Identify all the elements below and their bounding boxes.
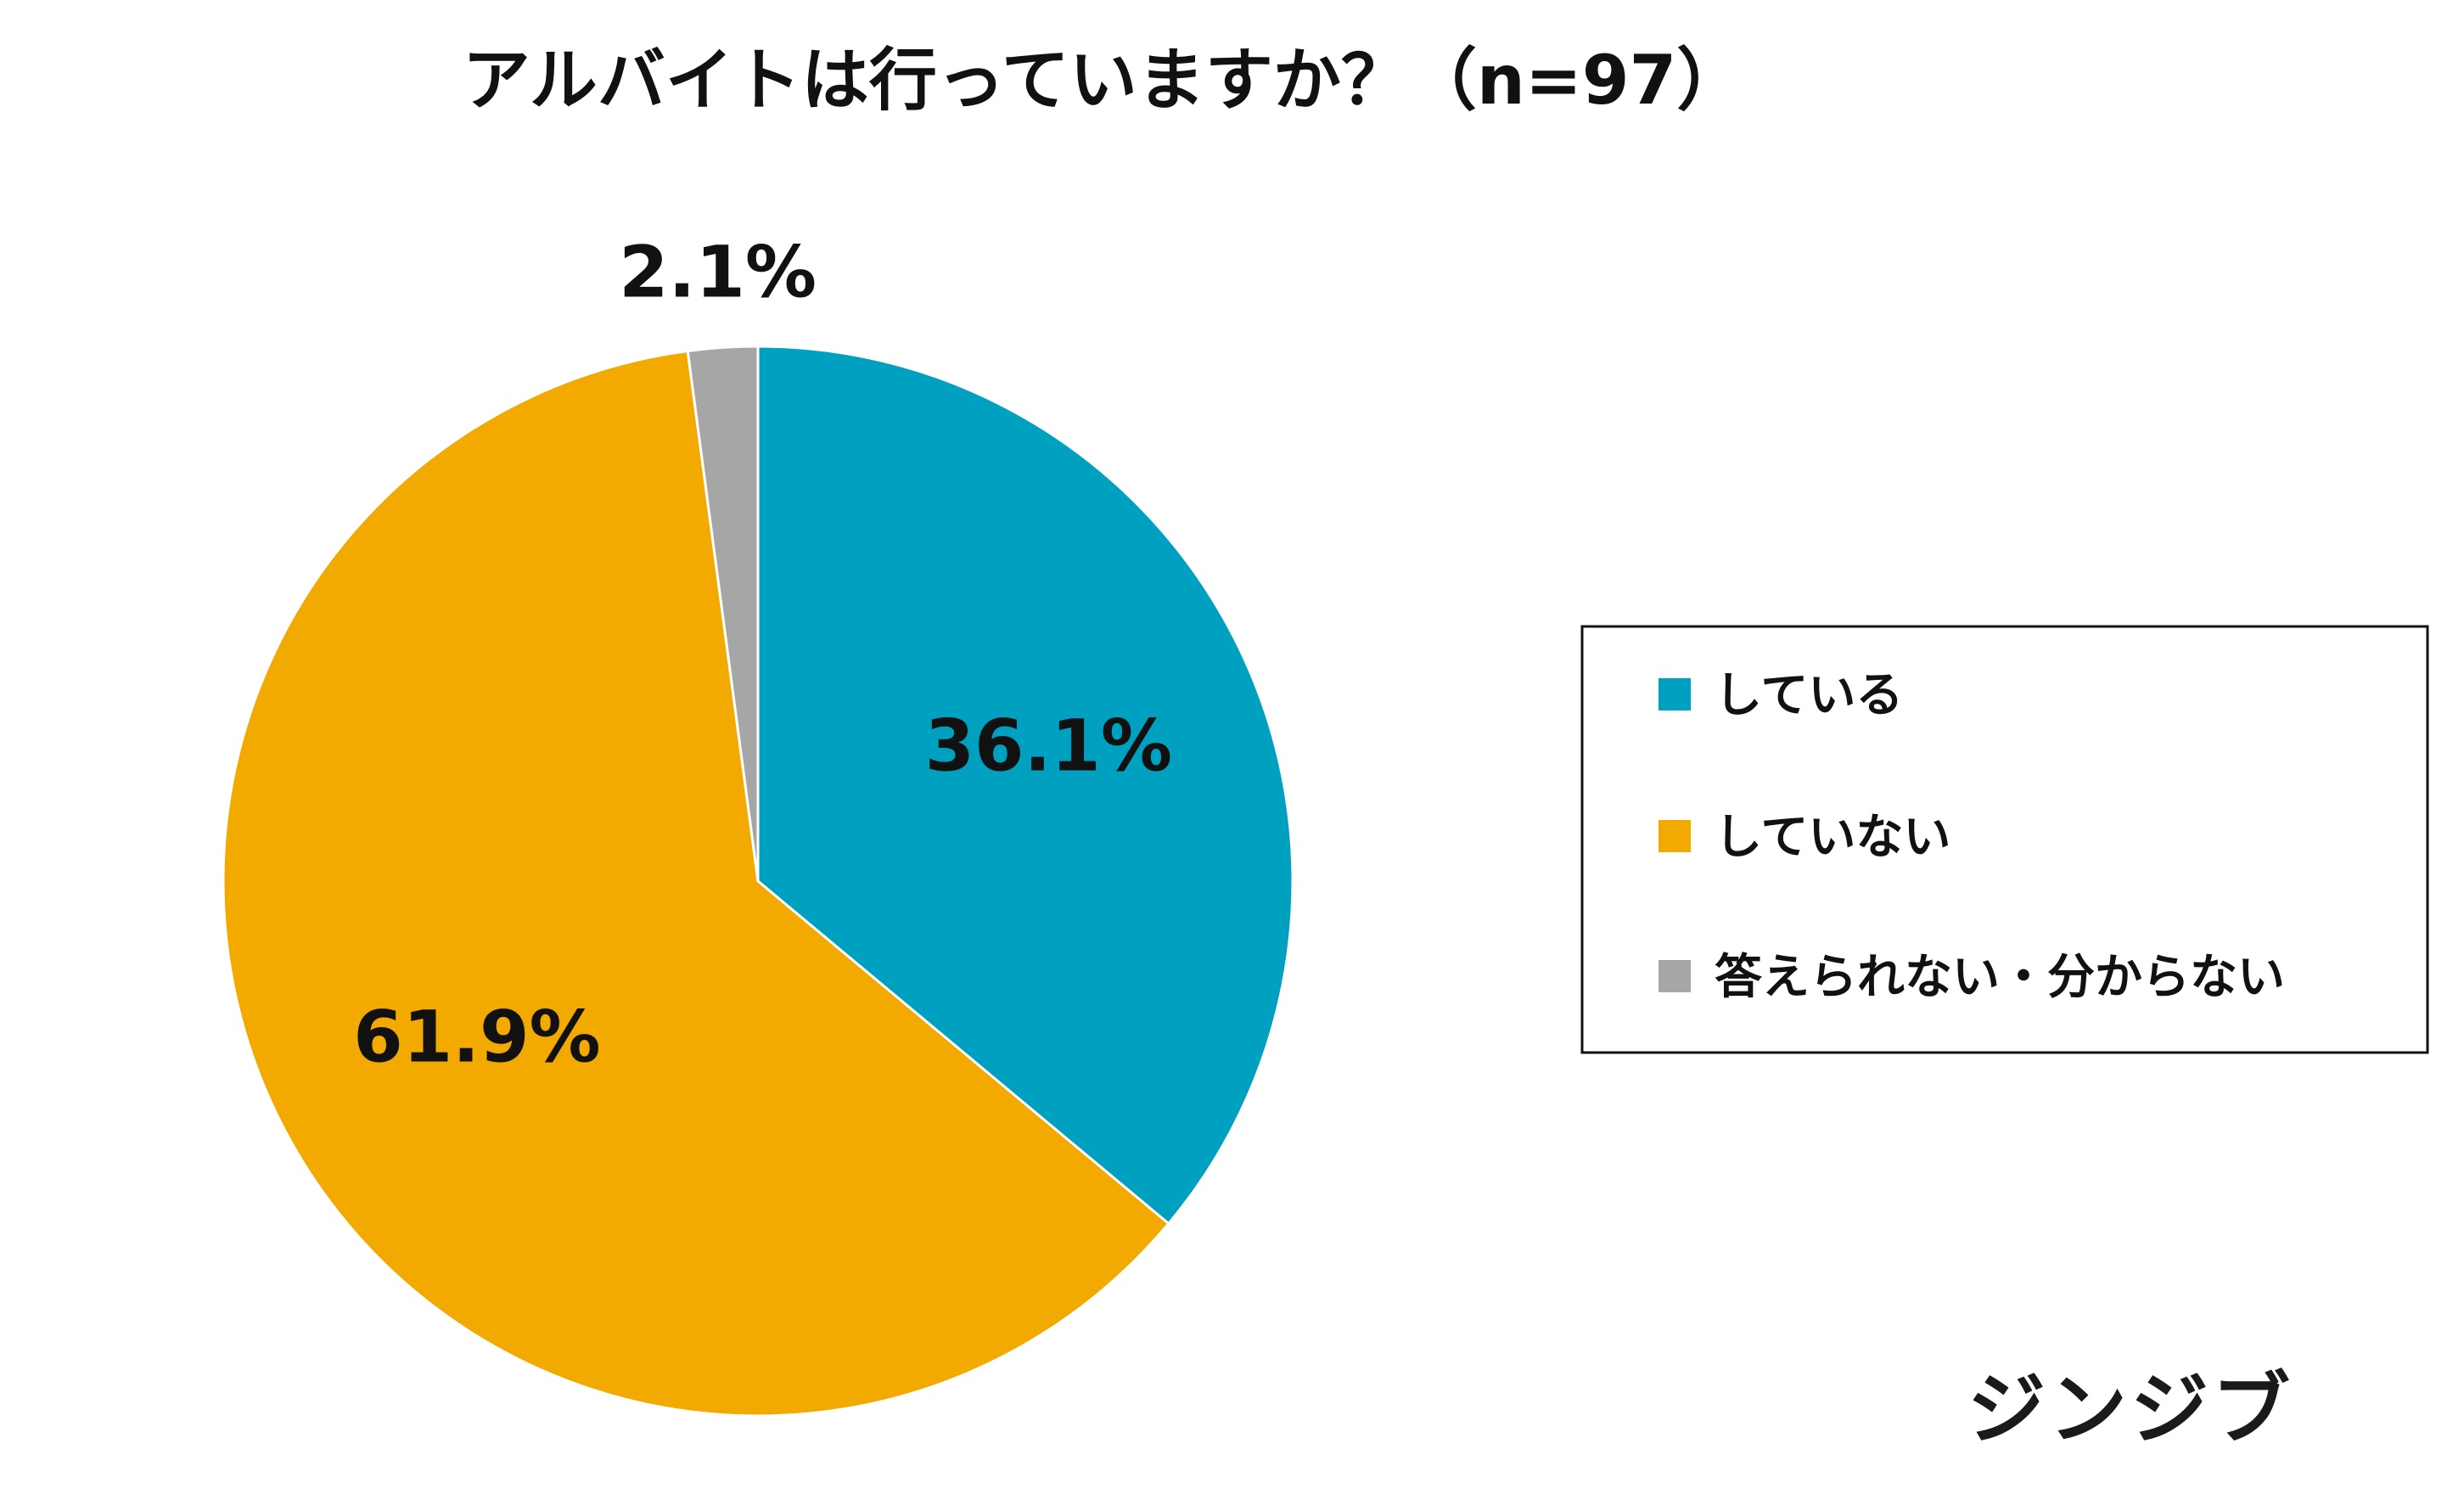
pie-slice-shiteiru — [756, 345, 1294, 1226]
legend-label-wakaranai: 答えられない・分からない — [1715, 950, 2285, 1005]
brand-logo: ジンジブ — [1967, 1364, 2293, 1455]
data-label-wakaranai: 2.1% — [619, 231, 817, 314]
legend-swatch-wakaranai — [1659, 960, 1691, 992]
data-label-shiteiru: 36.1% — [925, 705, 1172, 788]
legend-label-shiteinai: していない — [1715, 810, 1950, 865]
pie-slices — [222, 345, 1294, 1418]
legend-swatch-shiteinai — [1659, 820, 1691, 852]
chart-title: アルバイトは行っていますか？（n=97） — [463, 41, 1745, 120]
data-label-shiteinai: 61.9% — [353, 996, 600, 1079]
legend-swatch-shiteiru — [1659, 678, 1691, 710]
pie-slice-wakaranai — [686, 345, 760, 882]
pie-slice-shiteinai — [222, 349, 1170, 1418]
pie-data-labels: 36.1% 61.9% 2.1% — [353, 231, 1172, 1079]
legend-frame — [1580, 625, 2429, 1054]
legend-label-shiteiru: している — [1715, 668, 1903, 723]
